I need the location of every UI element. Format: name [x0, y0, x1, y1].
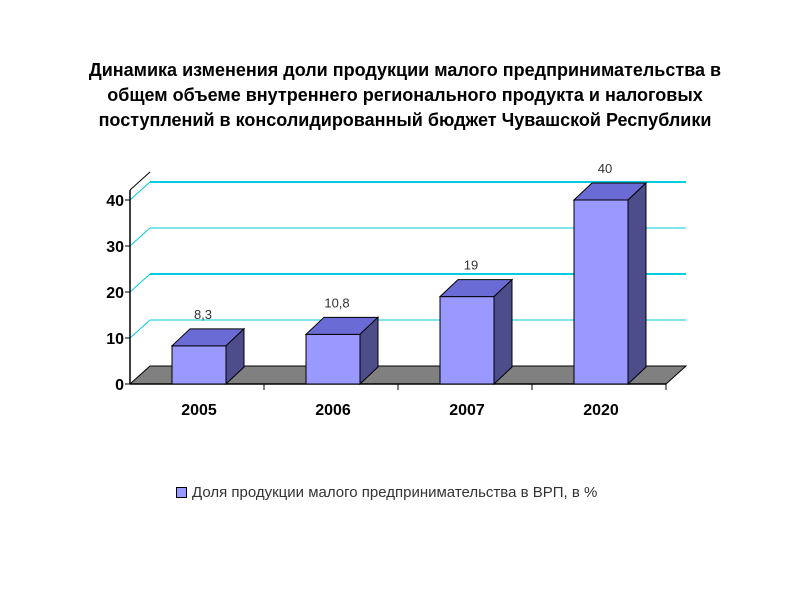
bar-front — [305, 333, 361, 385]
bar-side — [493, 278, 513, 386]
y-tick-label: 10 — [106, 331, 124, 348]
x-tick-label: 2020 — [583, 402, 619, 419]
bar-side — [359, 316, 379, 386]
bar — [170, 327, 246, 386]
bar-front — [439, 296, 495, 385]
bar-side — [225, 327, 245, 386]
bars-layer — [170, 181, 648, 386]
labels-layer: 8,3 2005 10,8 2006 19 2007 40 2020 — [181, 161, 619, 419]
gridline-diagonal — [129, 227, 151, 247]
bar-side — [627, 181, 647, 386]
bar — [572, 181, 648, 386]
bar — [304, 316, 380, 386]
bar-front — [171, 345, 227, 385]
x-tick-label: 2007 — [449, 402, 485, 419]
data-label: 8,3 — [194, 307, 212, 322]
y-tick-label: 40 — [106, 193, 124, 210]
gridline-diagonal — [129, 273, 151, 293]
y-axis-top — [129, 171, 151, 191]
bar-front — [573, 199, 629, 385]
bar — [438, 278, 514, 386]
legend-swatch — [176, 487, 187, 498]
y-tick-label: 30 — [106, 239, 124, 256]
data-label: 10,8 — [324, 295, 349, 310]
data-label: 40 — [598, 161, 612, 176]
x-tick-label: 2006 — [315, 402, 351, 419]
gridline-diagonal — [129, 319, 151, 339]
x-tick-label: 2005 — [181, 402, 217, 419]
gridline-diagonal — [129, 181, 151, 201]
y-tick-label: 20 — [106, 285, 124, 302]
legend-label: Доля продукции малого предпринимательств… — [192, 484, 598, 501]
data-label: 19 — [464, 258, 478, 273]
y-tick-label: 0 — [115, 377, 124, 394]
chart-title: Динамика изменения доли продукции малого… — [88, 60, 722, 130]
legend: Доля продукции малого предпринимательств… — [176, 484, 597, 501]
